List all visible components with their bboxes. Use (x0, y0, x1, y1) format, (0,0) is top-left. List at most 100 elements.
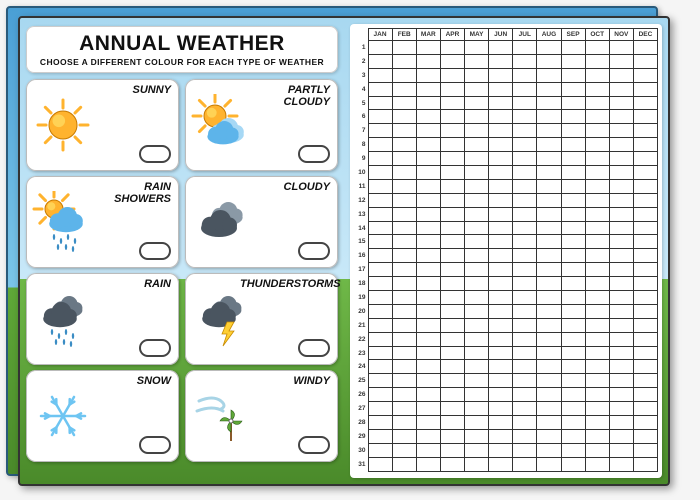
calendar-cell[interactable] (440, 277, 464, 291)
calendar-cell[interactable] (392, 193, 416, 207)
calendar-cell[interactable] (585, 360, 609, 374)
calendar-cell[interactable] (513, 166, 537, 180)
calendar-cell[interactable] (609, 416, 633, 430)
calendar-cell[interactable] (537, 207, 561, 221)
calendar-cell[interactable] (440, 166, 464, 180)
calendar-cell[interactable] (416, 416, 440, 430)
calendar-cell[interactable] (633, 166, 657, 180)
calendar-cell[interactable] (513, 457, 537, 471)
calendar-cell[interactable] (489, 68, 513, 82)
calendar-cell[interactable] (513, 193, 537, 207)
calendar-cell[interactable] (489, 179, 513, 193)
calendar-cell[interactable] (513, 138, 537, 152)
calendar-cell[interactable] (513, 332, 537, 346)
calendar-cell[interactable] (368, 193, 392, 207)
calendar-cell[interactable] (368, 360, 392, 374)
calendar-cell[interactable] (416, 360, 440, 374)
calendar-cell[interactable] (416, 235, 440, 249)
calendar-cell[interactable] (416, 110, 440, 124)
calendar-cell[interactable] (609, 96, 633, 110)
calendar-cell[interactable] (561, 443, 585, 457)
calendar-cell[interactable] (465, 416, 489, 430)
calendar-cell[interactable] (609, 318, 633, 332)
calendar-cell[interactable] (633, 221, 657, 235)
calendar-cell[interactable] (633, 332, 657, 346)
calendar-cell[interactable] (537, 221, 561, 235)
calendar-cell[interactable] (513, 429, 537, 443)
calendar-cell[interactable] (513, 402, 537, 416)
calendar-cell[interactable] (561, 166, 585, 180)
calendar-cell[interactable] (416, 263, 440, 277)
calendar-cell[interactable] (465, 277, 489, 291)
calendar-cell[interactable] (561, 277, 585, 291)
calendar-cell[interactable] (392, 82, 416, 96)
calendar-cell[interactable] (561, 291, 585, 305)
calendar-cell[interactable] (440, 138, 464, 152)
calendar-cell[interactable] (368, 82, 392, 96)
calendar-cell[interactable] (489, 360, 513, 374)
calendar-cell[interactable] (465, 443, 489, 457)
calendar-cell[interactable] (368, 207, 392, 221)
calendar-cell[interactable] (585, 54, 609, 68)
calendar-cell[interactable] (440, 235, 464, 249)
calendar-cell[interactable] (633, 318, 657, 332)
calendar-cell[interactable] (416, 54, 440, 68)
calendar-cell[interactable] (368, 124, 392, 138)
calendar-cell[interactable] (416, 429, 440, 443)
calendar-cell[interactable] (609, 152, 633, 166)
calendar-cell[interactable] (489, 235, 513, 249)
calendar-cell[interactable] (416, 304, 440, 318)
colour-swatch[interactable] (139, 145, 171, 163)
calendar-cell[interactable] (489, 291, 513, 305)
calendar-cell[interactable] (633, 235, 657, 249)
calendar-cell[interactable] (609, 277, 633, 291)
calendar-cell[interactable] (368, 304, 392, 318)
calendar-cell[interactable] (440, 193, 464, 207)
calendar-cell[interactable] (416, 193, 440, 207)
calendar-cell[interactable] (465, 152, 489, 166)
calendar-cell[interactable] (416, 41, 440, 55)
calendar-cell[interactable] (440, 207, 464, 221)
calendar-cell[interactable] (609, 429, 633, 443)
calendar-cell[interactable] (633, 388, 657, 402)
calendar-cell[interactable] (465, 221, 489, 235)
calendar-cell[interactable] (416, 138, 440, 152)
calendar-cell[interactable] (609, 249, 633, 263)
calendar-cell[interactable] (440, 179, 464, 193)
calendar-cell[interactable] (392, 249, 416, 263)
calendar-cell[interactable] (561, 457, 585, 471)
calendar-cell[interactable] (392, 416, 416, 430)
calendar-cell[interactable] (440, 124, 464, 138)
calendar-cell[interactable] (368, 416, 392, 430)
calendar-cell[interactable] (585, 82, 609, 96)
calendar-cell[interactable] (513, 443, 537, 457)
calendar-cell[interactable] (585, 277, 609, 291)
calendar-cell[interactable] (561, 346, 585, 360)
colour-swatch[interactable] (298, 436, 330, 454)
calendar-cell[interactable] (440, 221, 464, 235)
calendar-cell[interactable] (368, 110, 392, 124)
calendar-cell[interactable] (440, 318, 464, 332)
calendar-cell[interactable] (465, 82, 489, 96)
calendar-cell[interactable] (537, 96, 561, 110)
calendar-cell[interactable] (633, 277, 657, 291)
calendar-cell[interactable] (585, 416, 609, 430)
calendar-cell[interactable] (392, 346, 416, 360)
calendar-cell[interactable] (440, 54, 464, 68)
calendar-cell[interactable] (633, 96, 657, 110)
calendar-cell[interactable] (440, 416, 464, 430)
calendar-cell[interactable] (440, 249, 464, 263)
calendar-cell[interactable] (585, 96, 609, 110)
calendar-cell[interactable] (416, 346, 440, 360)
calendar-cell[interactable] (465, 207, 489, 221)
calendar-cell[interactable] (633, 263, 657, 277)
calendar-cell[interactable] (537, 138, 561, 152)
calendar-cell[interactable] (609, 110, 633, 124)
calendar-cell[interactable] (513, 41, 537, 55)
calendar-cell[interactable] (633, 416, 657, 430)
calendar-cell[interactable] (392, 332, 416, 346)
calendar-cell[interactable] (489, 110, 513, 124)
calendar-cell[interactable] (633, 443, 657, 457)
calendar-cell[interactable] (585, 443, 609, 457)
calendar-cell[interactable] (513, 249, 537, 263)
